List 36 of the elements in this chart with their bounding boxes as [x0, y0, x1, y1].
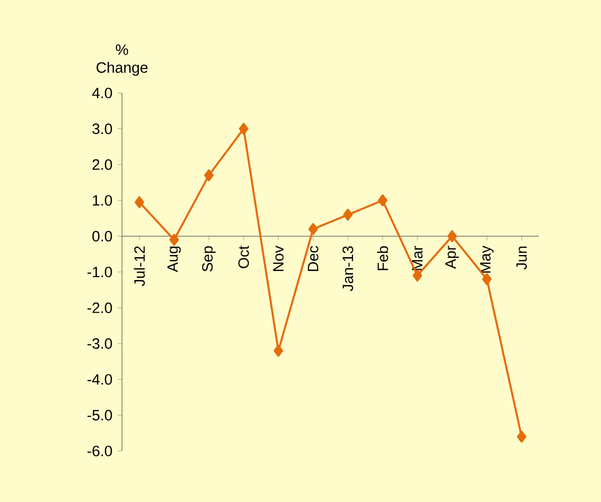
y-tick-label: -2.0	[87, 302, 112, 314]
point	[204, 169, 214, 182]
y-tick-label: -6.0	[87, 446, 112, 456]
y-tick-label: 1.0	[92, 195, 112, 206]
y-axis-title: % Change	[96, 44, 148, 76]
y-tick-label: -3.0	[87, 338, 112, 349]
point	[412, 270, 422, 282]
x-tick-label: Mar	[412, 246, 423, 270]
y-tick-label: -5.0	[87, 410, 112, 420]
x-tick-label: Oct	[238, 246, 249, 268]
point	[169, 234, 179, 246]
point	[378, 194, 388, 206]
y-tick-label: -4.0	[87, 374, 112, 385]
x-tick-label: Jul-12	[134, 246, 145, 286]
point	[134, 196, 144, 208]
point	[482, 273, 492, 286]
y-tick-label: -1.0	[87, 266, 112, 278]
point	[343, 208, 353, 221]
y-tick-label: 4.0	[92, 88, 112, 98]
y-tick-label: 3.0	[92, 123, 112, 134]
x-tick-label: Aug	[167, 246, 181, 272]
x-tick-label: Feb	[377, 246, 388, 270]
y-tick-label: 0.0	[92, 230, 112, 242]
y-tick-label: 2.0	[92, 159, 112, 170]
x-tick-label: Dec	[308, 246, 318, 271]
x-tick-label: Sep	[202, 246, 216, 272]
point	[238, 122, 248, 135]
point	[274, 344, 284, 357]
x-tick-label: Jan-13	[342, 246, 354, 292]
point	[516, 430, 526, 443]
point	[447, 230, 457, 242]
x-tick-label: Nov	[273, 246, 284, 271]
x-tick-label: Apr	[445, 246, 459, 269]
x-tick-label: May	[480, 246, 494, 273]
point	[308, 223, 318, 236]
x-tick-label: Jun	[516, 246, 527, 270]
